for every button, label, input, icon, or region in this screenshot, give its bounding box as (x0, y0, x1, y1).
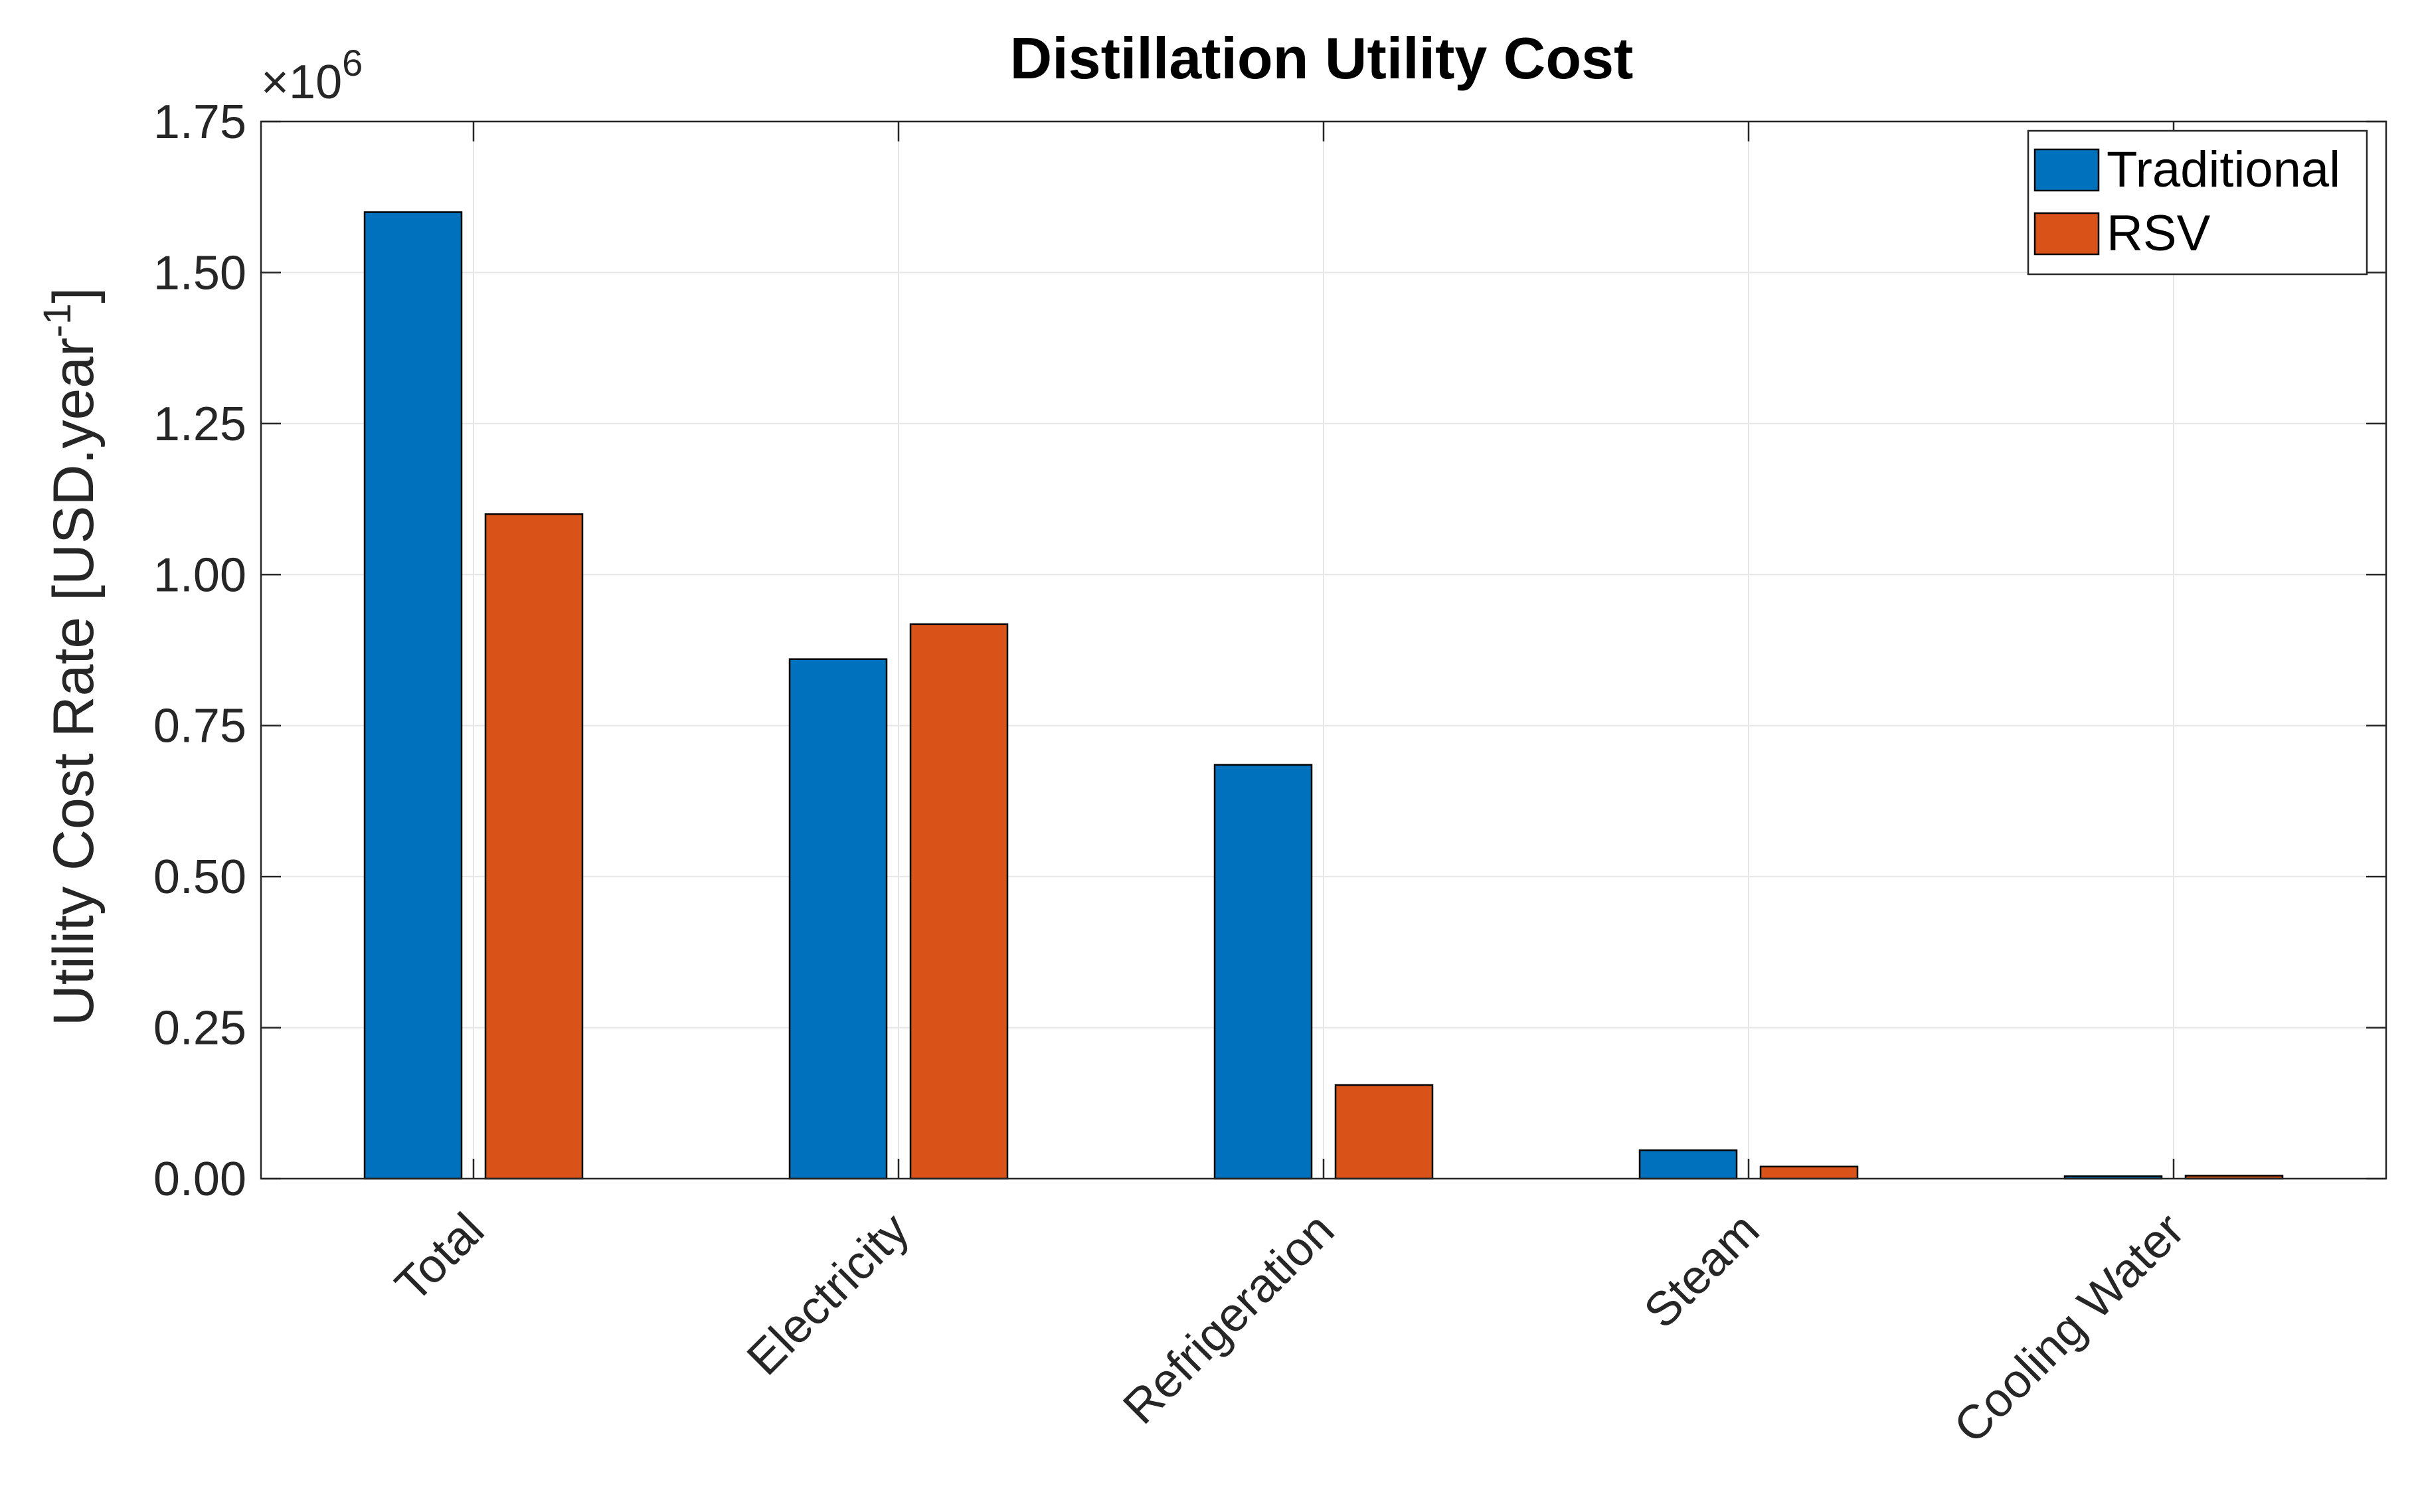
y-tick-label: 1.75 (153, 96, 246, 149)
y-exponent-label: ×106 (261, 42, 363, 109)
y-tick-label: 0.25 (153, 1002, 246, 1055)
y-tick-label: 1.25 (153, 398, 246, 451)
y-tick-label: 0.00 (153, 1153, 246, 1206)
y-tick-label: 0.50 (153, 851, 246, 904)
x-tick-label: Total (385, 1203, 494, 1312)
chart-title: Distillation Utility Cost (1010, 25, 1634, 91)
bar-traditional-electricity (788, 658, 888, 1180)
bar-rsv-steam (1759, 1165, 1859, 1180)
bar-rsv-total (484, 513, 584, 1180)
x-tick-label: Cooling Water (1944, 1203, 2194, 1454)
x-tick-label: Refrigeration (1113, 1203, 1344, 1434)
legend-label-traditional: Traditional (2107, 141, 2340, 198)
bar-rsv-electricity (909, 623, 1009, 1180)
bar-rsv-refrigeration (1334, 1084, 1434, 1180)
x-tick-label: Steam (1634, 1203, 1770, 1339)
y-tick-label: 0.75 (153, 700, 246, 753)
bar-traditional-total (363, 211, 463, 1180)
y-axis-title: Utility Cost Rate [USD.year-1] (36, 288, 106, 1027)
bar-traditional-refrigeration (1213, 764, 1313, 1180)
x-tick-label: Electricity (737, 1203, 919, 1385)
y-tick-label: 1.00 (153, 548, 246, 602)
legend-swatch-traditional (2033, 148, 2100, 192)
bar-traditional-steam (1638, 1149, 1738, 1180)
y-tick-label: 1.50 (153, 246, 246, 299)
legend-label-rsv: RSV (2107, 205, 2211, 262)
legend-swatch-rsv (2033, 212, 2100, 256)
